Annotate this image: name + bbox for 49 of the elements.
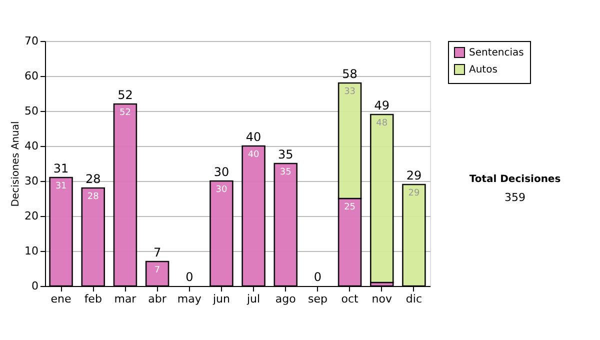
total-label: 29 (406, 168, 422, 182)
y-tick-label: 50 (24, 104, 38, 118)
y-tick-label: 20 (24, 210, 38, 222)
y-tick-label: 0 (32, 280, 38, 292)
x-tick-label: sep (308, 292, 328, 306)
data-label: 30 (216, 185, 228, 195)
data-label: 48 (376, 118, 388, 128)
data-label: 29 (408, 188, 420, 198)
legend-label: Autos (469, 64, 498, 76)
text: 0 (314, 270, 322, 284)
data-label: 7 (154, 266, 160, 276)
total-label: 58 (342, 67, 358, 81)
x-tick-label: ago (275, 292, 296, 306)
text: Total Decisiones (469, 174, 561, 185)
total-label: 49 (374, 98, 390, 112)
y-tick-label: 60 (24, 70, 38, 82)
total-label: 30 (214, 165, 230, 179)
y-tick-label: 30 (24, 174, 38, 188)
x-tick-label: jul (246, 292, 260, 306)
data-label: 35 (280, 168, 292, 178)
y-tick-label: 40 (24, 140, 38, 152)
data-label: 25 (344, 202, 356, 212)
total-label: 52 (118, 88, 133, 102)
x-tick-label: may (177, 292, 202, 306)
bar (370, 114, 394, 284)
text: 359 (504, 191, 526, 204)
y-tick-label: 70 (24, 34, 38, 48)
data-label: 40 (248, 150, 260, 160)
data-label: 31 (55, 182, 67, 192)
x-tick-label: abr (148, 292, 167, 306)
y-tick-label: 10 (24, 244, 38, 258)
data-label: 52 (119, 108, 131, 118)
x-tick-label: feb (84, 292, 102, 306)
x-tick-label: jun (212, 292, 230, 306)
x-tick-label: ene (50, 292, 72, 306)
data-label: 33 (344, 87, 356, 97)
total-label: 35 (278, 148, 294, 162)
total-label: 28 (85, 172, 101, 186)
text: 0 (186, 270, 194, 284)
total-label: 7 (153, 246, 162, 260)
x-tick-label: oct (341, 292, 360, 306)
x-tick-label: nov (372, 292, 392, 306)
total-label: 40 (246, 130, 262, 144)
total-label: 31 (53, 162, 69, 176)
y-axis-title: Decisiones Anual (10, 121, 22, 207)
data-label: 28 (87, 192, 100, 202)
legend-label: Sentencias (469, 48, 524, 58)
x-tick-label: mar (114, 292, 137, 306)
x-tick-label: dic (406, 292, 422, 306)
